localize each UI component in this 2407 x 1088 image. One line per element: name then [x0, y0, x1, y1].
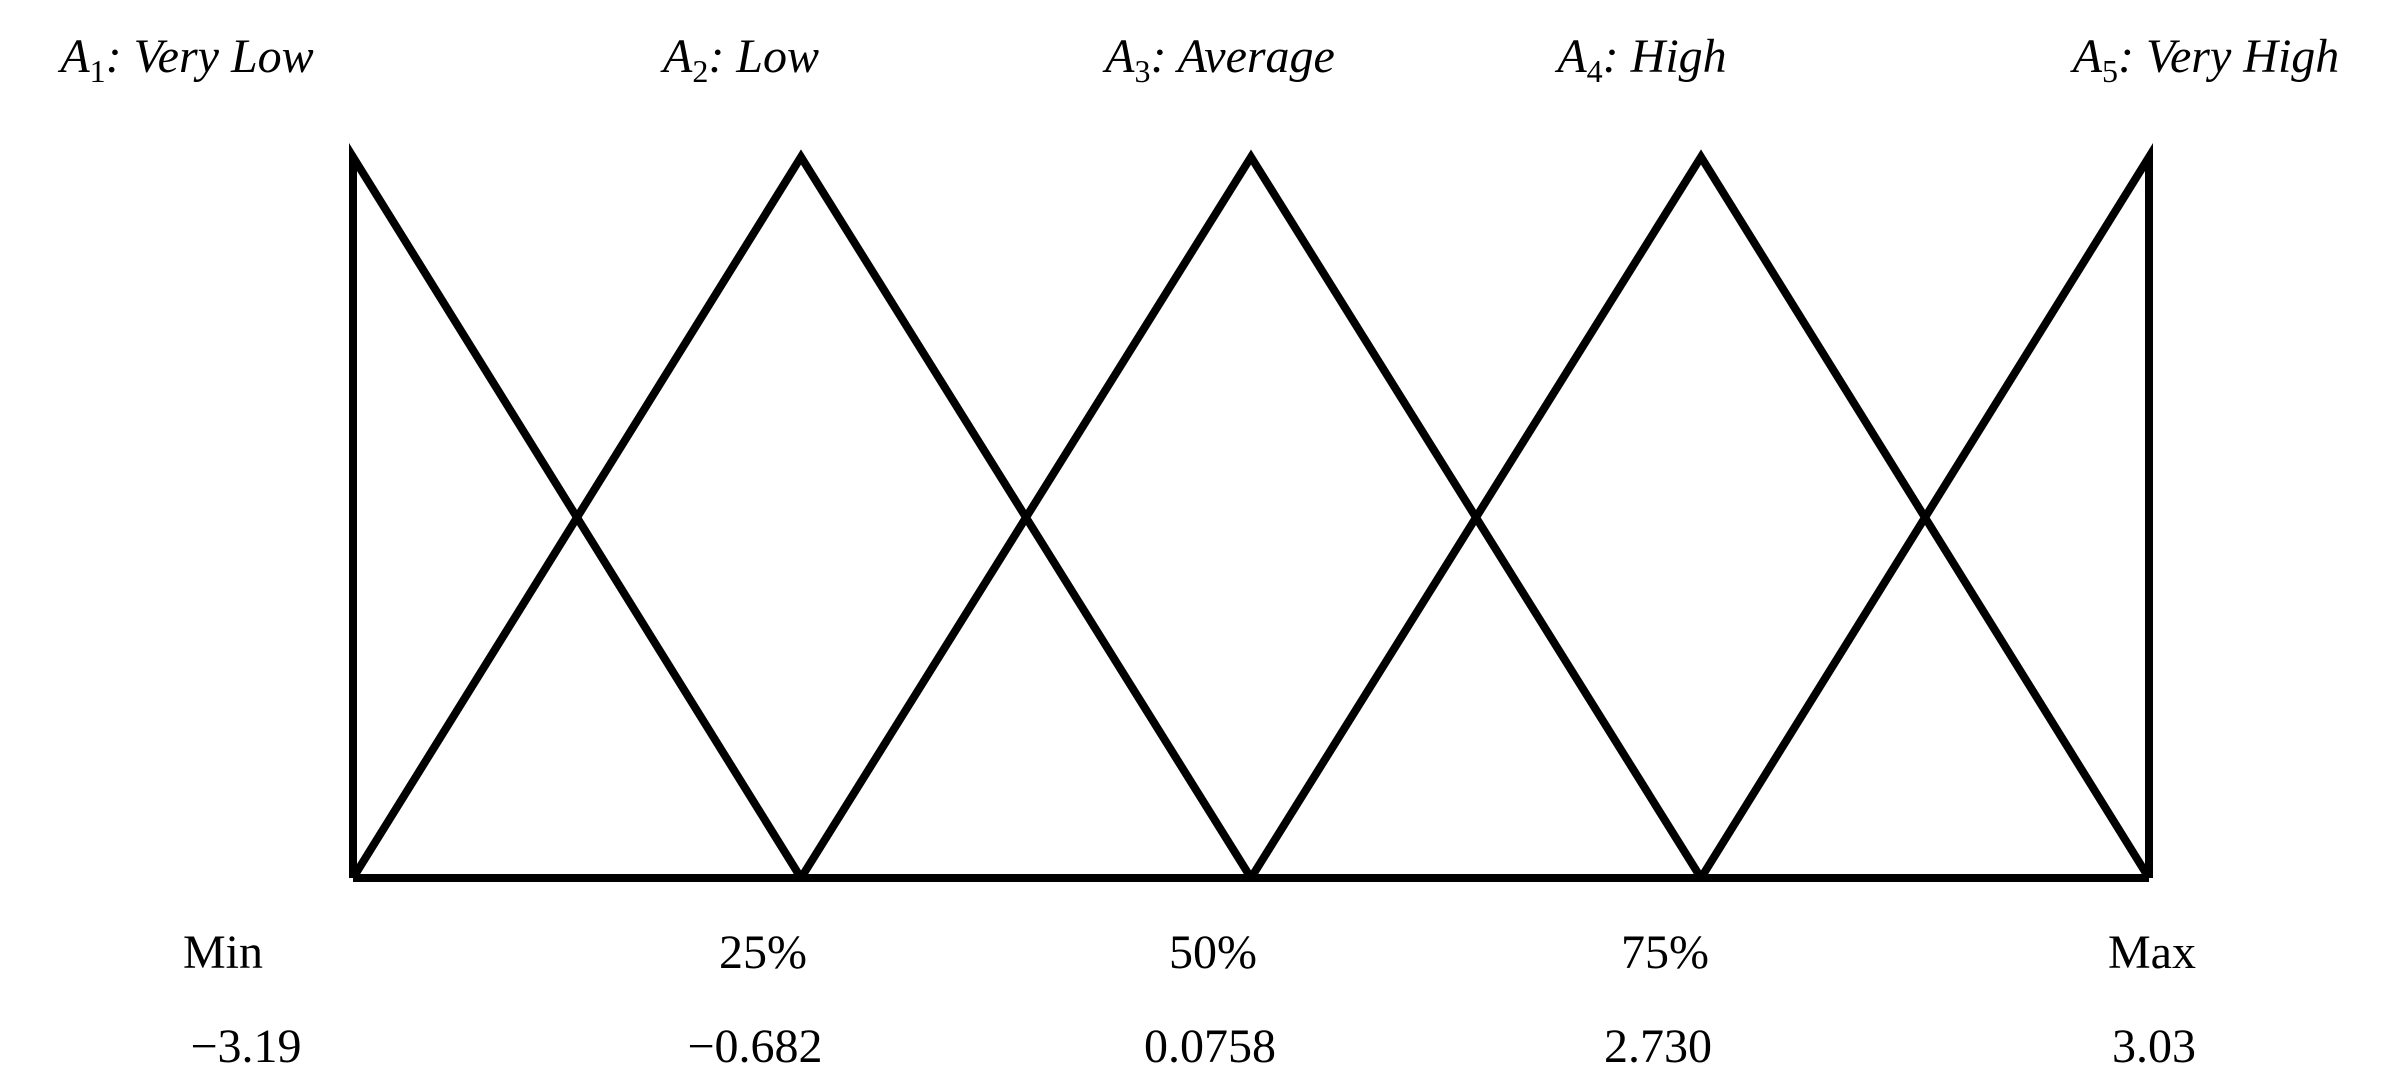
- set-symbol: A: [2070, 30, 2103, 83]
- set-index: 3: [1134, 53, 1150, 89]
- set-name: : High: [1603, 30, 1727, 83]
- set-label: A4: High: [1554, 30, 1726, 89]
- breakpoint-value: 3.03: [2112, 1020, 2196, 1073]
- set-label: A5: Very High: [2070, 30, 2340, 89]
- membership-functions: [349, 142, 2153, 882]
- set-index: 5: [2102, 53, 2118, 89]
- breakpoint-label: 75%: [1621, 926, 1709, 979]
- set-symbol: A: [1554, 30, 1587, 83]
- set-index: 1: [90, 53, 106, 89]
- membership-function: [797, 149, 1705, 881]
- set-name: : Very High: [2118, 30, 2339, 83]
- breakpoint-label: Min: [183, 926, 263, 979]
- set-symbol: A: [1102, 30, 1135, 83]
- breakpoint-label: Max: [2108, 926, 2196, 979]
- breakpoint-value: −0.682: [687, 1020, 822, 1073]
- membership-function: [1247, 149, 2153, 881]
- set-name: : Average: [1150, 30, 1334, 83]
- membership-function: [349, 149, 1255, 881]
- set-label: A1: Very Low: [57, 30, 313, 89]
- breakpoint-label: 25%: [719, 926, 807, 979]
- breakpoint-value: −3.19: [190, 1020, 301, 1073]
- breakpoint-value: 2.730: [1604, 1020, 1712, 1073]
- set-index: 4: [1587, 53, 1603, 89]
- set-name: : Very Low: [106, 30, 314, 83]
- set-symbol: A: [57, 30, 90, 83]
- membership-function: [349, 142, 805, 881]
- set-label: A3: Average: [1102, 30, 1335, 89]
- set-label: A2: Low: [660, 30, 819, 89]
- breakpoint-label: 50%: [1169, 926, 1257, 979]
- set-name: : Low: [708, 30, 819, 83]
- membership-function: [1697, 142, 2153, 881]
- set-index: 2: [692, 53, 708, 89]
- breakpoint-value: 0.0758: [1144, 1020, 1276, 1073]
- set-symbol: A: [660, 30, 693, 83]
